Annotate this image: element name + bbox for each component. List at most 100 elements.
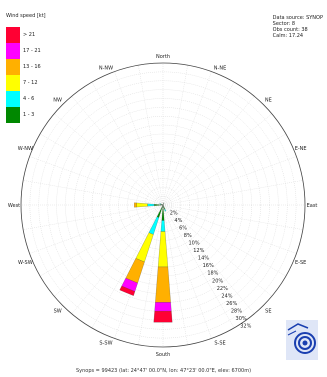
radial-tick-label: 30% xyxy=(236,316,247,322)
grid-spoke xyxy=(91,81,164,206)
wind-bar-segment xyxy=(134,202,137,208)
legend-item: 13 - 16 xyxy=(6,59,41,75)
grid-spoke xyxy=(162,65,188,206)
radial-tick-label: 22% xyxy=(217,286,228,292)
legend-item: 1 - 3 xyxy=(6,107,41,123)
legend-label: 13 - 16 xyxy=(23,64,41,70)
grid-spoke xyxy=(162,133,287,206)
wind-bar-segment xyxy=(147,203,155,207)
grid-spoke xyxy=(71,96,164,206)
legend-label: 7 - 12 xyxy=(23,80,38,86)
legend-swatch xyxy=(6,107,20,123)
wind-bar-segment xyxy=(160,220,166,232)
grid-spoke xyxy=(39,204,164,277)
grid-spoke xyxy=(138,65,164,206)
grid-spoke xyxy=(29,156,164,206)
legend-label: 4 - 6 xyxy=(23,96,35,102)
direction-label: W-SW xyxy=(18,260,33,266)
grid-ring xyxy=(20,62,306,348)
grid-spoke xyxy=(162,156,297,206)
direction-label: West xyxy=(8,203,20,209)
legend-swatch xyxy=(6,75,20,91)
logo-icon xyxy=(286,320,318,360)
radial-tick-label: 8% xyxy=(184,233,192,239)
legend-swatch xyxy=(6,91,20,107)
wind-bar-segment xyxy=(158,231,168,268)
legend-swatch xyxy=(6,43,20,59)
direction-label: S-SW xyxy=(99,341,112,347)
wind-bar-segment xyxy=(136,202,148,208)
legend-swatch xyxy=(6,27,20,43)
direction-label: East xyxy=(307,203,318,209)
grid-spoke xyxy=(162,204,212,339)
direction-label: W-NW xyxy=(18,146,33,152)
grid-spoke xyxy=(162,204,303,230)
direction-label: NW xyxy=(53,98,62,104)
legend-item: 4 - 6 xyxy=(6,91,41,107)
grid-ring xyxy=(145,187,181,223)
wind-bar-segment xyxy=(148,216,160,235)
grid-ring xyxy=(65,107,261,303)
grid-spoke xyxy=(29,204,164,254)
grid-spoke xyxy=(138,204,164,345)
legend-swatch xyxy=(6,59,20,75)
direction-label: E-NE xyxy=(295,146,307,152)
grid-ring xyxy=(82,124,244,286)
radial-tick-label: 14% xyxy=(198,256,209,262)
legend-title: Wind speed [kt] xyxy=(6,13,46,19)
wind-bar-segment xyxy=(153,311,173,323)
grid-spoke xyxy=(162,96,255,206)
info-obs-count: Obs count: 38 xyxy=(272,27,308,33)
direction-label: N-NW xyxy=(99,65,113,71)
wind-bar-segment xyxy=(154,302,172,312)
wind-bars xyxy=(119,202,173,323)
direction-labels: North N-NE NE E-NE East E-SE SE S-SE South S-SW SW… xyxy=(8,54,318,358)
direction-label: SE xyxy=(265,308,271,314)
radial-tick-label: 32% xyxy=(240,323,251,329)
radial-tick-label: 16% xyxy=(203,263,214,269)
legend-item: 7 - 12 xyxy=(6,75,41,91)
grid-spoke xyxy=(91,204,164,329)
wind-bar-segment xyxy=(119,285,136,296)
direction-label: N-NE xyxy=(214,65,226,71)
radial-tick-label: 28% xyxy=(231,308,242,314)
grid-spoke xyxy=(23,180,164,206)
grid-spoke xyxy=(162,204,287,277)
radial-tick-label: 12% xyxy=(193,248,204,254)
grid-spoke xyxy=(162,113,272,206)
grid-ring xyxy=(109,151,217,259)
info-source: Data source: SYNOP xyxy=(272,15,323,21)
grid-ring xyxy=(127,169,199,241)
grid-spoke xyxy=(54,204,164,297)
grid-ring xyxy=(29,71,297,339)
legend-label: 1 - 3 xyxy=(23,112,35,118)
legend-label: > 21 xyxy=(23,32,36,38)
grid-spoke xyxy=(162,204,272,297)
info-sector: Sector: 8 xyxy=(272,21,296,27)
info-calm: Calm: 17.24 xyxy=(272,33,304,39)
radial-tick-label: 24% xyxy=(221,293,232,299)
grid-spoke xyxy=(114,71,164,206)
wind-bar-segment xyxy=(164,208,167,212)
wind-bar-segment xyxy=(155,266,171,303)
grid-spoke xyxy=(162,204,255,314)
radial-tick-label: 4% xyxy=(174,218,182,224)
grid-spoke xyxy=(162,71,212,206)
legend-label: 17 - 21 xyxy=(23,48,41,54)
grid-spoke xyxy=(162,204,188,345)
direction-label: SW xyxy=(54,308,62,314)
grid-spoke xyxy=(162,204,235,329)
grid-spoke xyxy=(162,180,303,206)
wind-bar-segment xyxy=(162,202,165,206)
radial-tick-label: 20% xyxy=(212,278,223,284)
wind-bar-segment xyxy=(159,203,162,205)
grid-spoke xyxy=(71,204,164,314)
direction-label: South xyxy=(156,352,171,358)
grid-ring xyxy=(47,89,279,321)
radial-tick-labels: 2%4% 6%8% 10%12% 14%16% 18%20% 22%24% 26%28% 30… xyxy=(170,211,252,330)
legend-item: > 21 xyxy=(6,27,41,43)
radial-tick-label: 18% xyxy=(207,271,218,277)
radial-tick-label: 10% xyxy=(189,241,200,247)
footer-station-info: Synops = 99423 (lat: 24°47' 00.0"N, lon:… xyxy=(75,368,252,374)
